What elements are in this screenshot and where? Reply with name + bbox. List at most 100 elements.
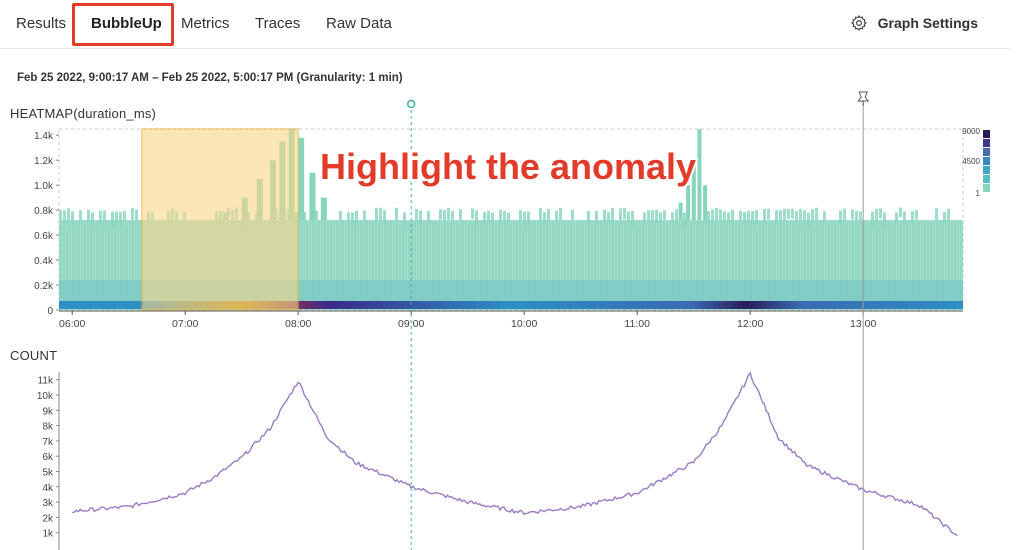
- heatmap-cell: [459, 208, 462, 220]
- heatmap-stripe: [137, 220, 138, 310]
- heatmap-stripe: [62, 220, 63, 310]
- heatmap-stripe: [410, 220, 411, 310]
- heatmap-stripe: [509, 220, 510, 310]
- count-y-tick: 5k: [42, 467, 54, 478]
- heatmap-cell: [811, 209, 814, 223]
- heatmap-cell: [875, 209, 878, 222]
- heatmap-cell: [559, 208, 562, 221]
- heatmap-stripe: [533, 220, 534, 310]
- heatmap-stripe: [656, 220, 657, 310]
- heatmap-stripe: [680, 220, 681, 310]
- heatmap-stripe: [350, 220, 351, 310]
- count-y-tick: 3k: [42, 498, 54, 509]
- heatmap-stripe: [488, 220, 489, 310]
- heatmap-stripe: [512, 220, 513, 310]
- heatmap-stripe: [584, 220, 585, 310]
- heatmap-stripe: [380, 220, 381, 310]
- heatmap-stripe: [899, 220, 900, 310]
- heatmap-cell: [447, 207, 450, 220]
- heatmap-cell: [663, 210, 666, 220]
- heatmap-cell: [947, 208, 950, 222]
- heatmap-cell: [471, 208, 474, 219]
- graph-settings-label: Graph Settings: [877, 15, 978, 31]
- heatmap-stripe: [857, 220, 858, 310]
- heatmap-stripe: [131, 220, 132, 310]
- heatmap-stripe: [668, 220, 669, 310]
- heatmap-stripe: [818, 220, 819, 310]
- heatmap-cell: [911, 211, 914, 224]
- heatmap-stripe: [674, 220, 675, 310]
- heatmap-stripe: [503, 220, 504, 310]
- heatmap-title: HEATMAP(duration_ms): [10, 106, 157, 121]
- heatmap-stripe: [869, 220, 870, 310]
- heatmap-cell: [475, 210, 478, 225]
- heatmap-cell: [755, 210, 758, 224]
- heatmap-stripe: [746, 220, 747, 310]
- heatmap-x-tick: 06:00: [59, 318, 85, 330]
- heatmap-stripe: [71, 220, 72, 310]
- heatmap-stripe: [950, 220, 951, 310]
- heatmap-stripe: [623, 220, 624, 310]
- heatmap-stripe: [608, 220, 609, 310]
- heatmap-stripe: [803, 220, 804, 310]
- heatmap-stripe: [914, 220, 915, 310]
- heatmap-cell: [491, 212, 494, 223]
- tab-bubbleup[interactable]: BubbleUp: [91, 15, 162, 32]
- heatmap-stripe: [695, 220, 696, 310]
- heatmap-cell: [903, 211, 906, 224]
- heatmap-cell: [779, 210, 782, 222]
- heatmap-cell: [651, 210, 654, 223]
- heatmap-stripe: [464, 220, 465, 310]
- heatmap-stripe: [776, 220, 777, 310]
- count-y-tick: 6k: [42, 452, 54, 463]
- heatmap-stripe: [347, 220, 348, 310]
- heatmap-stripe: [854, 220, 855, 310]
- heatmap-spike-cell: [686, 185, 691, 221]
- legend-swatch: [983, 148, 990, 156]
- tab-traces[interactable]: Traces: [255, 15, 301, 32]
- graph-settings-button[interactable]: Graph Settings: [850, 14, 978, 32]
- heatmap-stripe: [782, 220, 783, 310]
- heatmap-x-tick: 07:00: [172, 318, 198, 330]
- heatmap-stripe: [929, 220, 930, 310]
- heatmap-stripe: [452, 220, 453, 310]
- heatmap-stripe: [554, 220, 555, 310]
- legend-swatch: [983, 157, 990, 165]
- heatmap-stripe: [419, 220, 420, 310]
- heatmap-cell: [355, 210, 358, 223]
- heatmap-stripe: [398, 220, 399, 310]
- heatmap-cell: [823, 211, 826, 223]
- heatmap-cell: [787, 208, 790, 220]
- heatmap-stripe: [371, 220, 372, 310]
- heatmap-stripe: [404, 220, 405, 310]
- heatmap-cell: [375, 208, 378, 221]
- heatmap-stripe: [542, 220, 543, 310]
- heatmap-cell: [439, 209, 442, 220]
- heatmap-stripe: [449, 220, 450, 310]
- tab-results[interactable]: Results: [16, 15, 67, 32]
- heatmap-spike-cell: [691, 160, 696, 221]
- heatmap-stripe: [662, 220, 663, 310]
- heatmap-cell: [715, 207, 718, 221]
- heatmap-stripe: [938, 220, 939, 310]
- heatmap-stripe: [710, 220, 711, 310]
- heatmap-cell: [547, 209, 550, 222]
- heatmap-stripe: [59, 220, 60, 310]
- heatmap-x-tick: 12:00: [737, 318, 763, 330]
- tab-metrics[interactable]: Metrics: [181, 15, 230, 32]
- tab-raw-data[interactable]: Raw Data: [326, 15, 392, 32]
- heatmap-stripe: [794, 220, 795, 310]
- heatmap-stripe: [809, 220, 810, 310]
- heatmap-stripe: [125, 220, 126, 310]
- heatmap-stripe: [467, 220, 468, 310]
- heatmap-cell: [403, 212, 406, 227]
- heatmap-stripe: [926, 220, 927, 310]
- heatmap-stripe: [707, 220, 708, 310]
- heatmap-stripe: [644, 220, 645, 310]
- heatmap-stripe: [590, 220, 591, 310]
- heatmap-cell: [487, 210, 490, 223]
- heatmap-stripe: [551, 220, 552, 310]
- heatmap-stripe: [545, 220, 546, 310]
- heatmap-stripe: [953, 220, 954, 310]
